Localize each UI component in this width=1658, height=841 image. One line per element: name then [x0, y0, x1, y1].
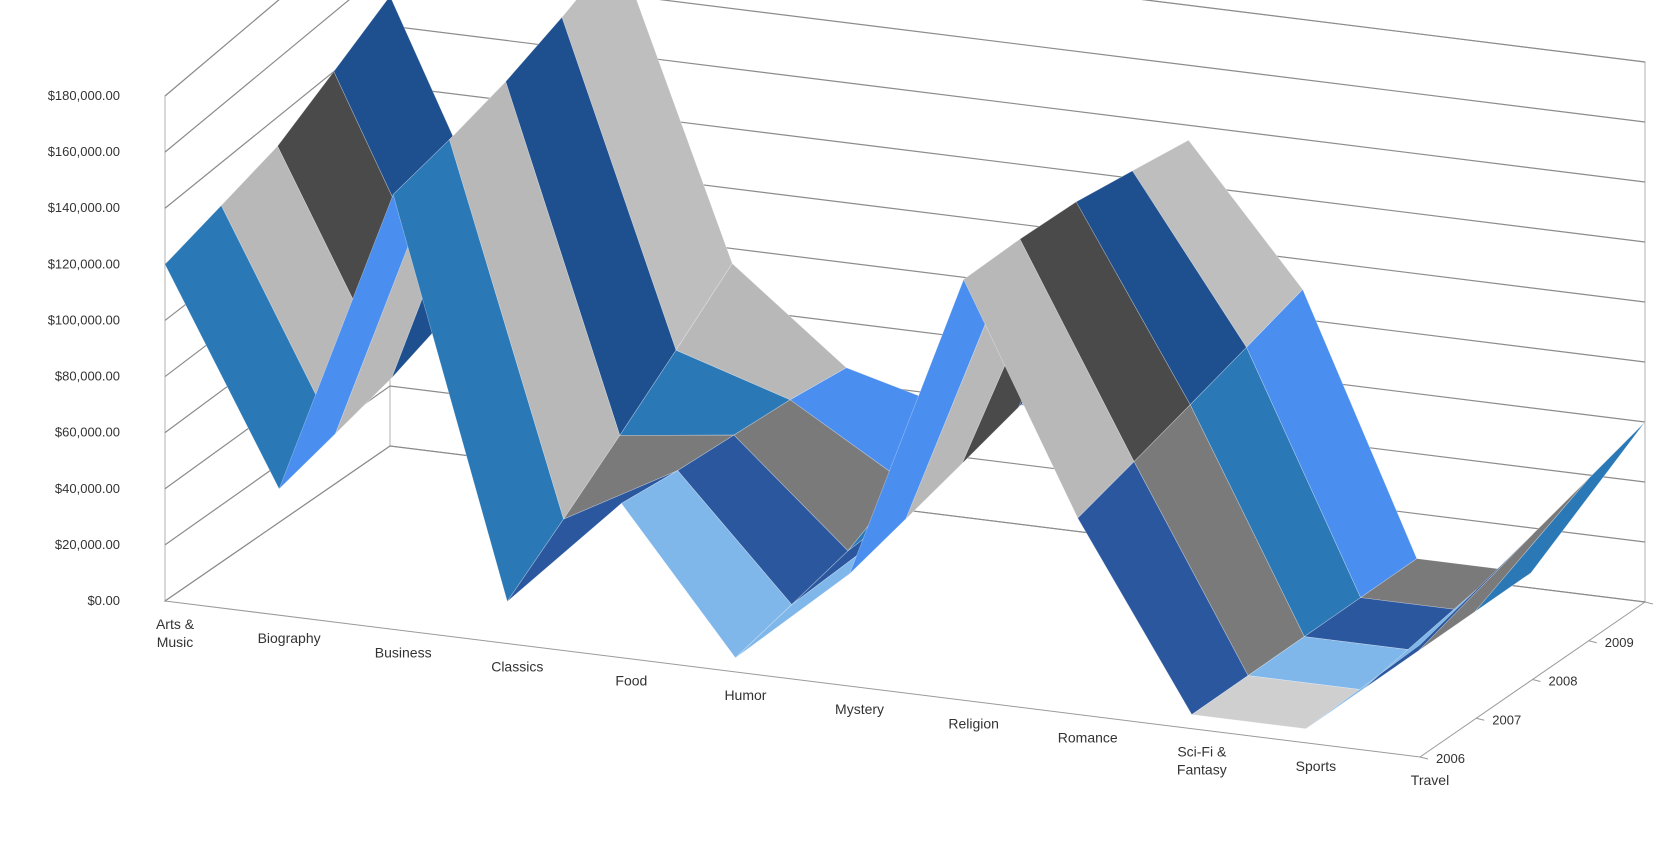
x-category-label: Humor [724, 687, 766, 703]
x-category-label: Business [375, 644, 432, 660]
surface-facet-sports-2008 [1418, 478, 1589, 652]
y-tick-label: $180,000.00 [48, 88, 120, 103]
depth-tick [1588, 640, 1597, 644]
series-label: 2009 [1605, 635, 1634, 650]
x-category-label: Romance [1058, 729, 1118, 745]
depth-tick [1532, 679, 1541, 682]
y-tick-label: $0.00 [87, 593, 120, 608]
x-category-label: Biography [258, 630, 321, 646]
gridline [164, 0, 1646, 153]
x-category-label: Classics [491, 659, 543, 675]
surface-facet-sports-2009 [1474, 421, 1646, 613]
y-tick-label: $140,000.00 [48, 200, 120, 215]
x-category-label: Religion [948, 715, 999, 731]
y-tick-label: $40,000.00 [55, 481, 120, 496]
y-tick-label: $120,000.00 [48, 256, 120, 271]
series-label: 2007 [1492, 712, 1521, 727]
series-label: 2008 [1549, 674, 1578, 689]
x-category-label: Travel [1411, 772, 1449, 788]
depth-tick [1476, 717, 1485, 721]
y-tick-label: $20,000.00 [55, 537, 120, 552]
y-tick-label: $100,000.00 [48, 312, 120, 327]
y-axis-tick-labels: $0.00 $20,000.00 $40,000.00 $60,000.00 $80,0… [48, 88, 120, 608]
series-label: 2006 [1436, 751, 1465, 766]
depth-tick [1644, 601, 1654, 605]
x-category-label: Mystery [835, 701, 884, 717]
y-tick-label: $80,000.00 [55, 369, 120, 384]
y-tick-label: $160,000.00 [48, 144, 120, 159]
depth-axis-series-labels: 20062007200820092010 [1419, 601, 1654, 766]
gridline [164, 0, 1646, 97]
x-category-label: Sports [1296, 758, 1336, 774]
surface-plot [164, 0, 1646, 730]
x-axis-category-labels: Arts & Music Biography Business Classics Food… [156, 616, 1449, 788]
x-category-label: Food [615, 673, 647, 689]
x-category-label: Sci-Fi & Fantasy [1177, 744, 1227, 778]
x-category-label: Arts & Music [156, 616, 195, 650]
y-tick-label: $60,000.00 [55, 425, 120, 440]
depth-tick [1419, 756, 1429, 760]
surface-facet-sports-2006 [1305, 589, 1477, 730]
